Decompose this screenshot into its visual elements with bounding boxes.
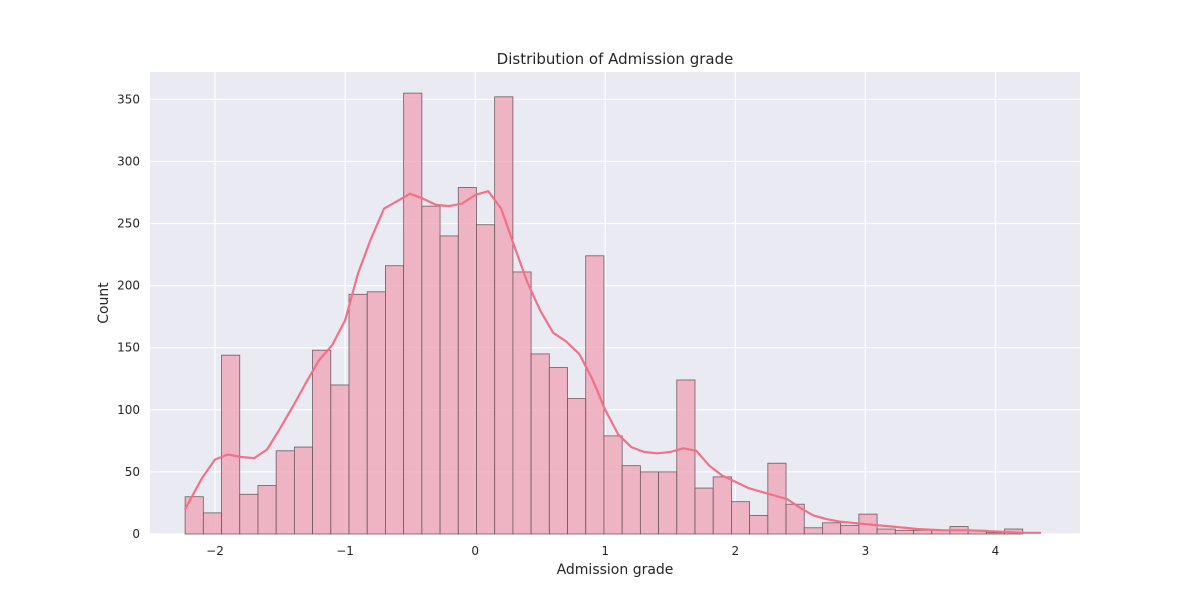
x-tick-label: −2 [206,544,224,558]
histogram-bar [202,512,222,535]
histogram-bar [366,291,386,535]
histogram-bar [822,522,842,535]
x-tick-label: 0 [471,544,479,558]
y-tick-label: 50 [125,465,140,479]
histogram-bar [694,487,714,535]
histogram-bar [385,265,405,535]
histogram-bar [676,379,696,535]
histogram-bar [985,532,1005,535]
histogram-bar [658,471,678,535]
histogram-bar [403,92,423,535]
histogram-bar [548,367,568,535]
histogram-bar [275,450,295,535]
kde-curve [184,190,1041,534]
histogram-bar [876,528,896,535]
histogram-bar [348,293,368,535]
histogram-bar [913,529,933,535]
y-tick-label: 150 [117,341,140,355]
histogram-bar [221,354,241,535]
y-tick-label: 0 [132,527,140,541]
y-axis-label: Count [96,282,112,324]
x-tick-label: −1 [336,544,354,558]
x-tick-label: 1 [601,544,609,558]
histogram-bar [476,224,496,535]
y-tick-label: 200 [117,279,140,293]
histogram-bar [639,471,659,535]
histogram-bar [439,235,459,535]
histogram-bar [530,353,550,535]
histogram-bar [749,514,769,535]
histogram-bar [257,485,277,535]
histogram-bar [421,205,441,535]
x-tick-labels: −2 −1 0 1 2 3 4 [206,544,999,558]
histogram-bar [494,96,514,535]
y-tick-label: 350 [117,92,140,106]
y-tick-label: 300 [117,154,140,168]
histogram-bar [567,398,587,535]
x-axis-label: Admission grade [557,562,674,578]
histogram-bar [293,446,313,535]
histogram-bar [585,255,605,535]
histogram-bar [330,384,350,535]
y-tick-labels: 0 50 100 150 200 250 300 350 [117,92,140,541]
x-tick-label: 2 [731,544,739,558]
histogram-bar [603,435,623,535]
histogram-bar [803,527,823,535]
chart-title: Distribution of Admission grade [497,50,734,68]
histogram-bars [184,92,1024,535]
x-tick-label: 4 [992,544,1000,558]
histogram-bar [239,493,259,535]
y-tick-label: 250 [117,217,140,231]
histogram-bar [894,529,914,535]
histogram-bar [840,524,860,535]
histogram-bar [512,271,532,535]
histogram-bar [312,349,332,535]
y-tick-label: 100 [117,403,140,417]
histogram-bar [621,465,641,535]
histogram-bar [731,501,751,535]
histogram-bar [457,187,477,535]
x-tick-label: 3 [862,544,870,558]
histogram-bar [712,476,732,535]
